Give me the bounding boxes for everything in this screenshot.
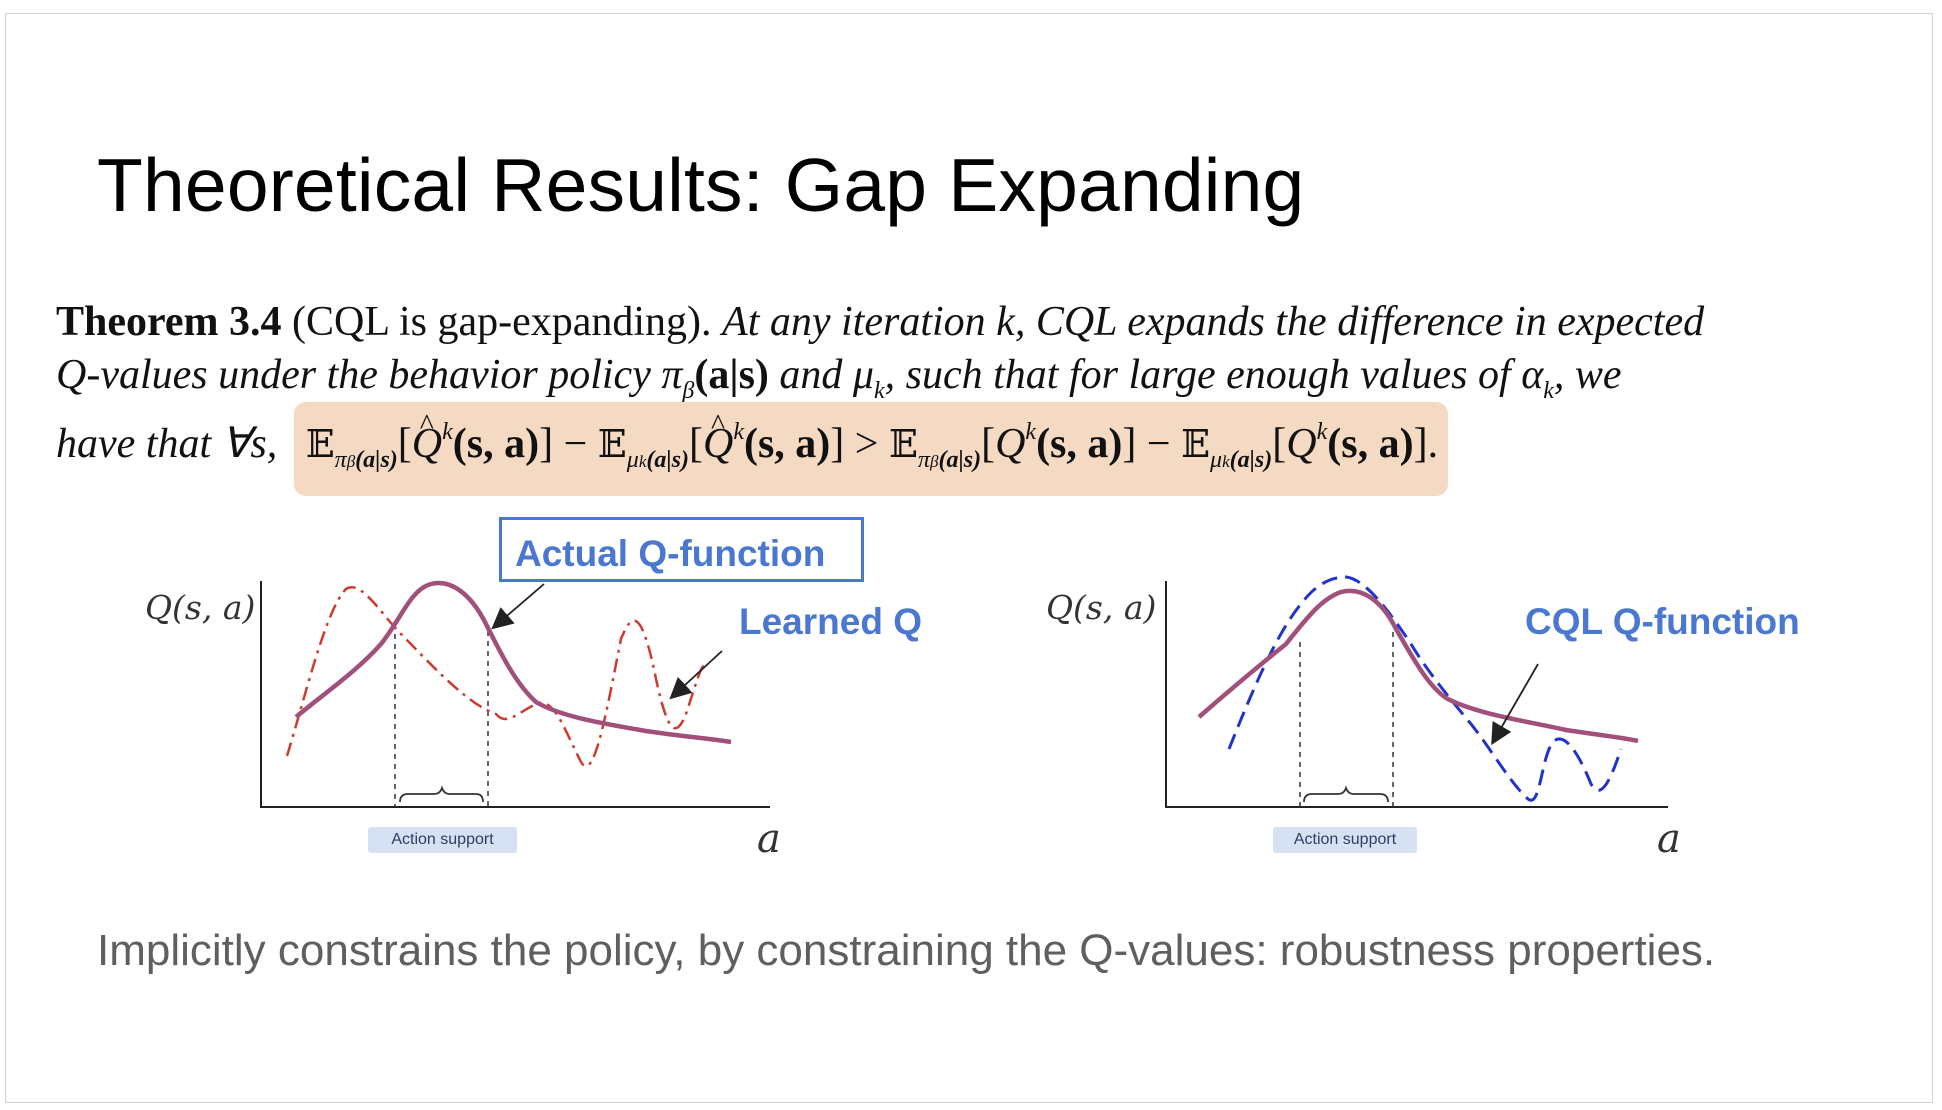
- theorem-qualifier: (CQL is gap-expanding).: [292, 299, 712, 345]
- mu-sub-4: μ: [1210, 447, 1223, 473]
- period: .: [1427, 421, 1439, 467]
- theorem-statement-1: At any iteration k, CQL expands the diff…: [722, 299, 1705, 345]
- minus-2: −: [1146, 421, 1171, 467]
- theorem-statement-3: , such that for large enough values of α: [884, 352, 1544, 398]
- learned-q-label: Learned Q: [739, 601, 922, 642]
- theorem-statement-2: Q-values under the behavior policy π: [56, 352, 683, 398]
- pi-sub-1: π: [334, 447, 347, 473]
- left-axes: [260, 581, 770, 808]
- as-sub-2: (a|s): [646, 447, 689, 473]
- slide-caption: Implicitly constrains the policy, by con…: [97, 926, 1716, 975]
- left-y-axis-label: Q(s, a): [145, 588, 256, 627]
- right-axes: [1165, 581, 1668, 808]
- right-cql-q-curve: [1227, 575, 1623, 802]
- right-x-axis-label: a: [1657, 816, 1681, 862]
- theorem-block: Theorem 3.4 (CQL is gap-expanding). At a…: [56, 296, 1916, 496]
- minus-1: −: [563, 421, 588, 467]
- bracket-close-3: ]: [1122, 421, 1137, 467]
- left-support-brace: [399, 785, 484, 803]
- as-sub-1: (a|s): [355, 447, 398, 473]
- learned-q-pointer: [669, 650, 723, 700]
- greater-than: >: [854, 421, 879, 467]
- mu-k-sub: k: [874, 378, 885, 404]
- theorem-line-3: have that ∀s, 𝔼πβ(a|s)[Qk(s, a)] − 𝔼μk(a…: [56, 398, 1916, 496]
- expectation-2: 𝔼: [597, 422, 627, 466]
- as-term: (a|s): [694, 352, 769, 398]
- expectation-4: 𝔼: [1181, 422, 1211, 466]
- q-3: Q: [995, 421, 1026, 467]
- actual-q-callout-box: [499, 517, 864, 582]
- cql-q-label: CQL Q-function: [1525, 601, 1800, 642]
- mu-sub-2: μ: [626, 447, 639, 473]
- k-sup-1: k: [442, 419, 453, 445]
- theorem-statement-4: , we: [1553, 352, 1622, 398]
- q-function-diagrams: [260, 575, 1668, 808]
- k-sup-3: k: [1025, 419, 1037, 445]
- right-y-axis-label: Q(s, a): [1046, 588, 1157, 627]
- left-action-support-tag: Action support: [368, 827, 517, 853]
- sa-3: (s, a): [1036, 421, 1123, 467]
- expectation-3: 𝔼: [888, 422, 918, 466]
- pi-sub-3: π: [917, 447, 930, 473]
- as-sub-4: (a|s): [1229, 447, 1273, 473]
- theorem-line-2: Q-values under the behavior policy πβ(a|…: [56, 349, 1916, 404]
- q-4: Q: [1286, 421, 1317, 467]
- q-hat-2: Q: [703, 398, 733, 471]
- bracket-open-1: [: [397, 421, 412, 467]
- and-mu: and μ: [779, 352, 874, 398]
- beta-sub-3: β: [929, 452, 939, 471]
- left-plot: [260, 580, 770, 808]
- right-actual-q-curve: [1197, 588, 1639, 744]
- bracket-close-2: ]: [830, 421, 845, 467]
- bracket-close-4: ]: [1413, 421, 1428, 467]
- right-support-brace: [1303, 785, 1389, 803]
- left-actual-q-curve: [294, 580, 732, 745]
- theorem-prefix: have that ∀s,: [56, 421, 278, 467]
- as-sub-3: (a|s): [938, 447, 982, 473]
- slide: Theoretical Results: Gap Expanding Theor…: [5, 13, 1933, 1103]
- bracket-open-3: [: [981, 421, 996, 467]
- right-plot: [1165, 575, 1668, 808]
- expectation-1: 𝔼: [305, 422, 335, 466]
- cql-q-pointer: [1491, 663, 1539, 746]
- k-sup-4: k: [1316, 419, 1328, 445]
- slide-title: Theoretical Results: Gap Expanding: [97, 143, 1305, 227]
- beta-sub: β: [682, 378, 695, 404]
- actual-q-label: Actual Q-function: [515, 533, 826, 574]
- actual-q-pointer: [491, 583, 545, 630]
- beta-sub-1: β: [346, 452, 356, 471]
- right-action-support-tag: Action support: [1273, 827, 1417, 853]
- sa-2: (s, a): [743, 421, 831, 467]
- bracket-open-2: [: [688, 421, 703, 467]
- k-sup-2: k: [733, 419, 744, 445]
- bracket-open-4: [: [1272, 421, 1287, 467]
- bracket-close-1: ]: [539, 421, 554, 467]
- sa-1: (s, a): [452, 421, 540, 467]
- k-sub-4: k: [1222, 452, 1230, 471]
- gap-inequality-highlight: 𝔼πβ(a|s)[Qk(s, a)] − 𝔼μk(a|s)[Qk(s, a)] …: [293, 398, 1449, 496]
- sa-4: (s, a): [1327, 421, 1414, 467]
- k-sub-2: k: [638, 452, 647, 471]
- theorem-name: Theorem 3.4: [56, 299, 282, 345]
- q-hat-1: Q: [412, 398, 442, 471]
- left-x-axis-label: a: [757, 816, 781, 862]
- alpha-k-sub: k: [1543, 378, 1554, 404]
- theorem-line-1: Theorem 3.4 (CQL is gap-expanding). At a…: [56, 296, 1916, 349]
